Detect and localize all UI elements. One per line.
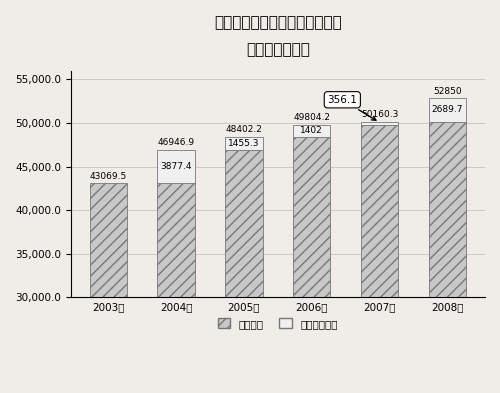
Text: 50160.3: 50160.3	[361, 110, 399, 119]
Text: 52850: 52850	[433, 86, 462, 95]
Text: 1455.3: 1455.3	[228, 139, 260, 148]
Text: 43069.5: 43069.5	[90, 172, 127, 181]
Bar	[429, 98, 466, 121]
Bar	[361, 125, 399, 297]
Text: 46946.9: 46946.9	[158, 138, 194, 147]
Text: 49804.2: 49804.2	[294, 113, 331, 122]
Bar	[293, 125, 331, 137]
Bar	[361, 121, 399, 125]
Bar	[158, 184, 194, 297]
Text: 2689.7: 2689.7	[432, 105, 464, 114]
Bar	[90, 184, 127, 297]
Text: 48402.2: 48402.2	[226, 125, 262, 134]
Bar	[226, 150, 262, 297]
Text: 1402: 1402	[300, 126, 323, 135]
Bar	[158, 150, 194, 184]
Legend: 粮食产量, 当年新增产量: 粮食产量, 当年新增产量	[214, 314, 342, 333]
Text: 3877.4: 3877.4	[160, 162, 192, 171]
Text: 356.1: 356.1	[328, 95, 376, 120]
Bar	[226, 137, 262, 150]
Bar	[429, 121, 466, 297]
Title: 图表四、粮食产量及其增产情况
（单位：万吨）: 图表四、粮食产量及其增产情况 （单位：万吨）	[214, 15, 342, 57]
Bar	[293, 137, 331, 297]
